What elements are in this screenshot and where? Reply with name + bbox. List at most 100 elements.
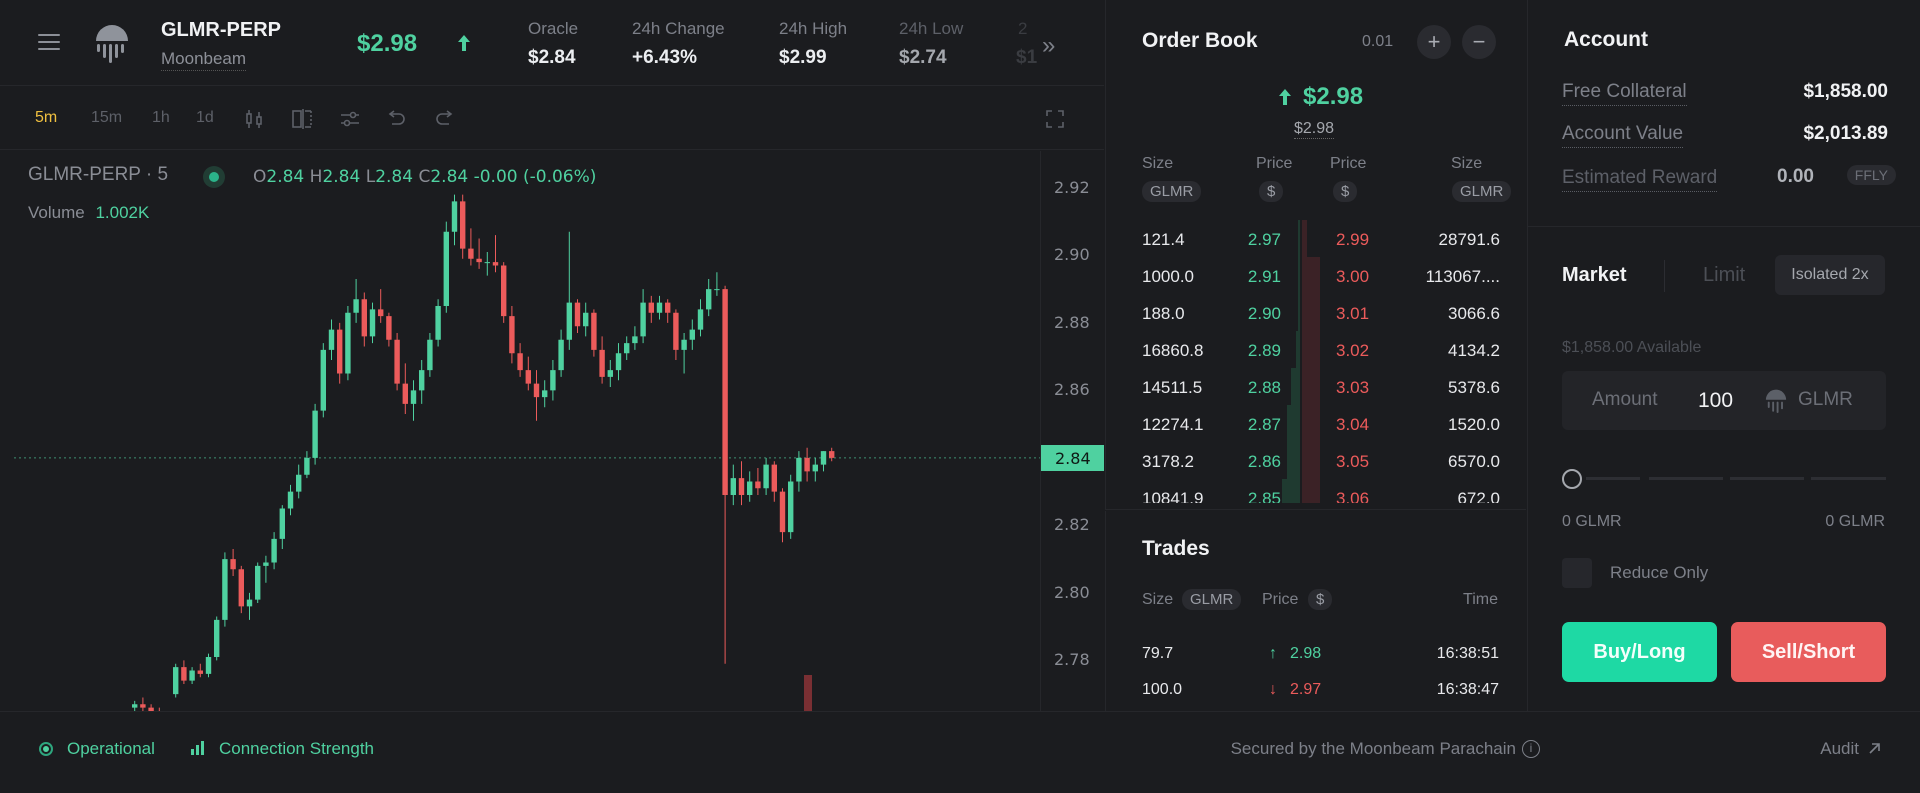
- connection-strength[interactable]: Connection Strength: [219, 739, 374, 758]
- candle: [320, 343, 326, 418]
- timeframe-1d[interactable]: 1d: [196, 109, 214, 126]
- amount-slider[interactable]: [1562, 465, 1886, 489]
- candle-body: [607, 370, 613, 377]
- candle: [402, 363, 408, 414]
- candle: [673, 309, 679, 360]
- bid-size: 3178.2: [1142, 452, 1194, 471]
- external-link-icon[interactable]: [1867, 741, 1882, 756]
- order-book-row[interactable]: 121.4 2.97 2.99 28791.6: [1106, 220, 1527, 257]
- leverage-button[interactable]: Isolated 2x: [1775, 255, 1885, 295]
- bid-price: 2.86: [1247, 452, 1281, 471]
- candle: [492, 235, 499, 273]
- candle: [484, 252, 490, 276]
- ask-size: 4134.2: [1448, 341, 1500, 360]
- candle: [296, 464, 302, 499]
- status-operational[interactable]: Operational: [67, 739, 155, 758]
- candle: [714, 272, 720, 296]
- candle-body: [820, 451, 827, 465]
- amount-input[interactable]: 100: [1698, 389, 1734, 412]
- price-axis-tick: 2.86: [1054, 380, 1090, 400]
- price-chart[interactable]: GLMR-PERP · 5 O2.84 H2.84 L2.84 C2.84 -0…: [0, 151, 1104, 711]
- price-axis-tick: 2.88: [1054, 312, 1090, 332]
- sell-short-button[interactable]: Sell/Short: [1731, 622, 1886, 682]
- candle: [345, 306, 351, 381]
- price-axis-tick: 2.80: [1054, 582, 1090, 602]
- candle: [624, 336, 630, 360]
- slider-handle[interactable]: [1562, 469, 1582, 489]
- candle-body: [410, 390, 417, 404]
- market-symbol[interactable]: GLMR-PERP: [161, 19, 281, 41]
- candle: [550, 360, 556, 401]
- status-footer: Operational Connection Strength Secured …: [0, 711, 1920, 793]
- candle: [369, 302, 376, 344]
- candle-body: [140, 704, 146, 708]
- candle: [640, 289, 646, 344]
- volume-legend: Volume 1.002K: [28, 203, 149, 223]
- candle: [460, 194, 466, 259]
- chevron-double-right-icon[interactable]: »: [1042, 32, 1056, 59]
- order-book-row[interactable]: 3178.2 2.86 3.05 6570.0: [1106, 442, 1527, 479]
- mid-price: $2.98: [1303, 83, 1364, 110]
- trade-time: 16:38:47: [1436, 681, 1499, 698]
- stat-24h-high-label: 24h High: [779, 19, 848, 38]
- candle: [525, 356, 531, 391]
- candle-body: [509, 316, 515, 354]
- candle-body: [320, 349, 326, 411]
- settings-sliders-icon[interactable]: [339, 108, 361, 130]
- ask-depth-bar: [1302, 294, 1320, 331]
- reduce-only-checkbox[interactable]: [1562, 558, 1592, 588]
- candle: [615, 343, 622, 381]
- tick-size[interactable]: 0.01: [1362, 33, 1394, 50]
- candle-body: [214, 619, 220, 657]
- zoom-in-button[interactable]: +: [1417, 25, 1451, 59]
- candle-body: [369, 309, 376, 337]
- amount-field[interactable]: Amount 100 GLMR: [1562, 371, 1886, 430]
- candle-body: [222, 559, 228, 620]
- fullscreen-icon[interactable]: [1044, 108, 1066, 130]
- order-book-row[interactable]: 16860.8 2.89 3.02 4134.2: [1106, 331, 1527, 368]
- price-axis[interactable]: 2.922.902.882.862.842.822.802.782.84: [1040, 151, 1104, 711]
- zoom-out-button[interactable]: −: [1462, 25, 1496, 59]
- divider: [1528, 226, 1920, 227]
- reward-unit-badge: FFLY: [1846, 165, 1896, 185]
- candle: [287, 484, 294, 516]
- price-axis-tick: 2.78: [1054, 650, 1090, 670]
- compare-icon[interactable]: [291, 108, 313, 130]
- candle: [140, 697, 146, 711]
- candle-body: [558, 339, 564, 371]
- ohlc-o-value: 2.84: [266, 167, 305, 187]
- candle-body: [812, 464, 818, 472]
- info-icon[interactable]: i: [1522, 740, 1540, 758]
- candle-body: [829, 451, 835, 458]
- order-book-row[interactable]: 14511.5 2.88 3.03 5378.6: [1106, 368, 1527, 405]
- undo-icon[interactable]: [385, 108, 407, 130]
- candle: [591, 309, 597, 357]
- stat-24h-change-value: +6.43%: [632, 47, 697, 68]
- order-book-row[interactable]: 188.0 2.90 3.01 3066.6: [1106, 294, 1527, 331]
- order-book-row[interactable]: 12274.1 2.87 3.04 1520.0: [1106, 405, 1527, 442]
- candlestick-chart[interactable]: [0, 151, 1040, 711]
- timeframe-1h[interactable]: 1h: [152, 109, 170, 126]
- order-book-row[interactable]: 10841.9 2.85 3.06 672.0: [1106, 479, 1527, 503]
- order-book-row[interactable]: 1000.0 2.91 3.00 113067....: [1106, 257, 1527, 294]
- signal-bars-icon: [191, 741, 204, 755]
- candle-type-icon[interactable]: [243, 108, 265, 130]
- buy-long-button[interactable]: Buy/Long: [1562, 622, 1717, 682]
- ask-depth-bar: [1302, 368, 1320, 405]
- candle-body: [443, 231, 449, 306]
- redo-icon[interactable]: [434, 108, 456, 130]
- ohlc-l-value: 2.84: [375, 167, 414, 187]
- timeframe-15m[interactable]: 15m: [91, 109, 123, 126]
- tab-market[interactable]: Market: [1562, 264, 1627, 286]
- trade-row: 100.0 ↓ 2.97 16:38:47: [1106, 681, 1527, 711]
- menu-icon[interactable]: [38, 34, 60, 52]
- candle: [279, 505, 285, 549]
- timeframe-5m[interactable]: 5m: [35, 109, 58, 126]
- ask-size: 6570.0: [1448, 452, 1500, 471]
- audit-link[interactable]: Audit: [1820, 739, 1859, 758]
- candle-body: [427, 339, 433, 371]
- ob-header-size-bid: Size: [1142, 155, 1174, 172]
- trade-row: 79.7 ↑ 2.98 16:38:51: [1106, 645, 1527, 675]
- tab-limit[interactable]: Limit: [1703, 264, 1746, 286]
- candle-body: [271, 538, 277, 563]
